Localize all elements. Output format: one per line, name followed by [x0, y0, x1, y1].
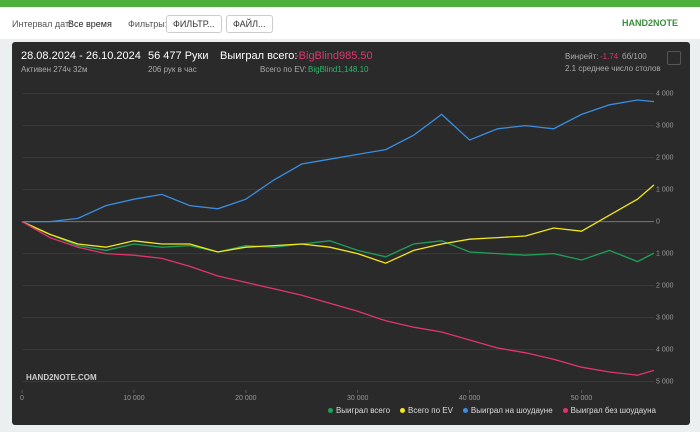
settings-button[interactable] — [667, 51, 681, 65]
logo: HAND2NOTE — [622, 18, 679, 28]
date-label: Интервал дат: — [12, 19, 72, 29]
series-line — [21, 184, 655, 264]
y-tick-label: 5 000 — [656, 378, 674, 385]
date-select[interactable]: Все время — [68, 19, 112, 29]
series-line — [21, 221, 655, 263]
winrate-label: Винрейт: — [565, 52, 599, 61]
x-tick-label: 0 — [20, 395, 24, 402]
y-tick-label: 2 000 — [656, 282, 674, 289]
legend-item[interactable]: Всего по EV — [400, 406, 453, 415]
y-tick-label: 1 000 — [656, 186, 674, 193]
legend-label: Выиграл на шоудауне — [470, 406, 553, 415]
legend-item[interactable]: Выиграл без шоудауна — [562, 406, 656, 415]
hands-per-hour: 206 рук в час — [148, 65, 197, 74]
y-tick-label: 3 000 — [656, 122, 674, 129]
chart: 4 000 3 000 2 000 1 000 0 1 000 2 000 3 000 4 00… — [20, 90, 674, 402]
legend-marker — [462, 408, 468, 413]
y-tick-label: 4 000 — [656, 346, 674, 353]
x-tick-label: 30 000 — [347, 395, 369, 402]
legend-marker — [400, 408, 406, 413]
won-value: -BigBlind985.50 — [295, 50, 373, 62]
won-label: Выиграл всего: — [220, 50, 298, 62]
ev-label: Всего по EV: — [260, 65, 307, 74]
x-tick-label: 20 000 — [235, 395, 257, 402]
y-tick-label: 2 000 — [656, 154, 674, 161]
active-time: Активен 274ч 32м — [21, 65, 88, 74]
hands: 56 477 Руки — [148, 50, 209, 62]
toolbar: Интервал дат: Все время Фильтры: ФИЛЬТР.… — [0, 7, 700, 39]
y-tick-label: 4 000 — [656, 90, 674, 97]
top-bar — [0, 0, 700, 7]
filter-button[interactable]: ФИЛЬТР... — [166, 15, 222, 33]
x-tick-label: 10 000 — [123, 395, 145, 402]
y-tick-label: 0 — [656, 218, 660, 225]
y-tick-label: 1 000 — [656, 250, 674, 257]
y-tick-label: 3 000 — [656, 314, 674, 321]
watermark: HAND2NOTE.COM — [26, 373, 97, 382]
legend-item[interactable]: Выиграл всего — [327, 406, 391, 415]
legend: Выиграл всего Всего по EV Выиграл на шоуда… — [327, 406, 656, 415]
winrate-unit: бб/100 — [622, 52, 647, 61]
legend-label: Выиграл без шоудауна — [570, 406, 656, 415]
x-tick-label: 50 000 — [571, 395, 593, 402]
legend-item[interactable]: Выиграл на шоудауне — [462, 406, 553, 415]
filters-label: Фильтры: — [128, 19, 168, 29]
graph-panel: 28.08.2024 - 26.10.2024 Активен 274ч 32м… — [12, 42, 690, 425]
legend-marker — [327, 408, 333, 413]
series-line — [21, 221, 655, 376]
legend-marker — [562, 408, 568, 413]
x-tick-label: 40 000 — [459, 395, 481, 402]
tables: 2.1 среднее число столов — [565, 64, 661, 73]
series-line — [22, 99, 655, 223]
ev-value: BigBlind1,148.10 — [308, 65, 369, 74]
legend-label: Выиграл всего — [335, 406, 391, 415]
legend-label: Всего по EV — [408, 406, 453, 415]
file-button[interactable]: ФАЙЛ... — [226, 15, 273, 33]
date-range: 28.08.2024 - 26.10.2024 — [21, 50, 141, 62]
winrate-value: -1.74 — [600, 52, 619, 61]
